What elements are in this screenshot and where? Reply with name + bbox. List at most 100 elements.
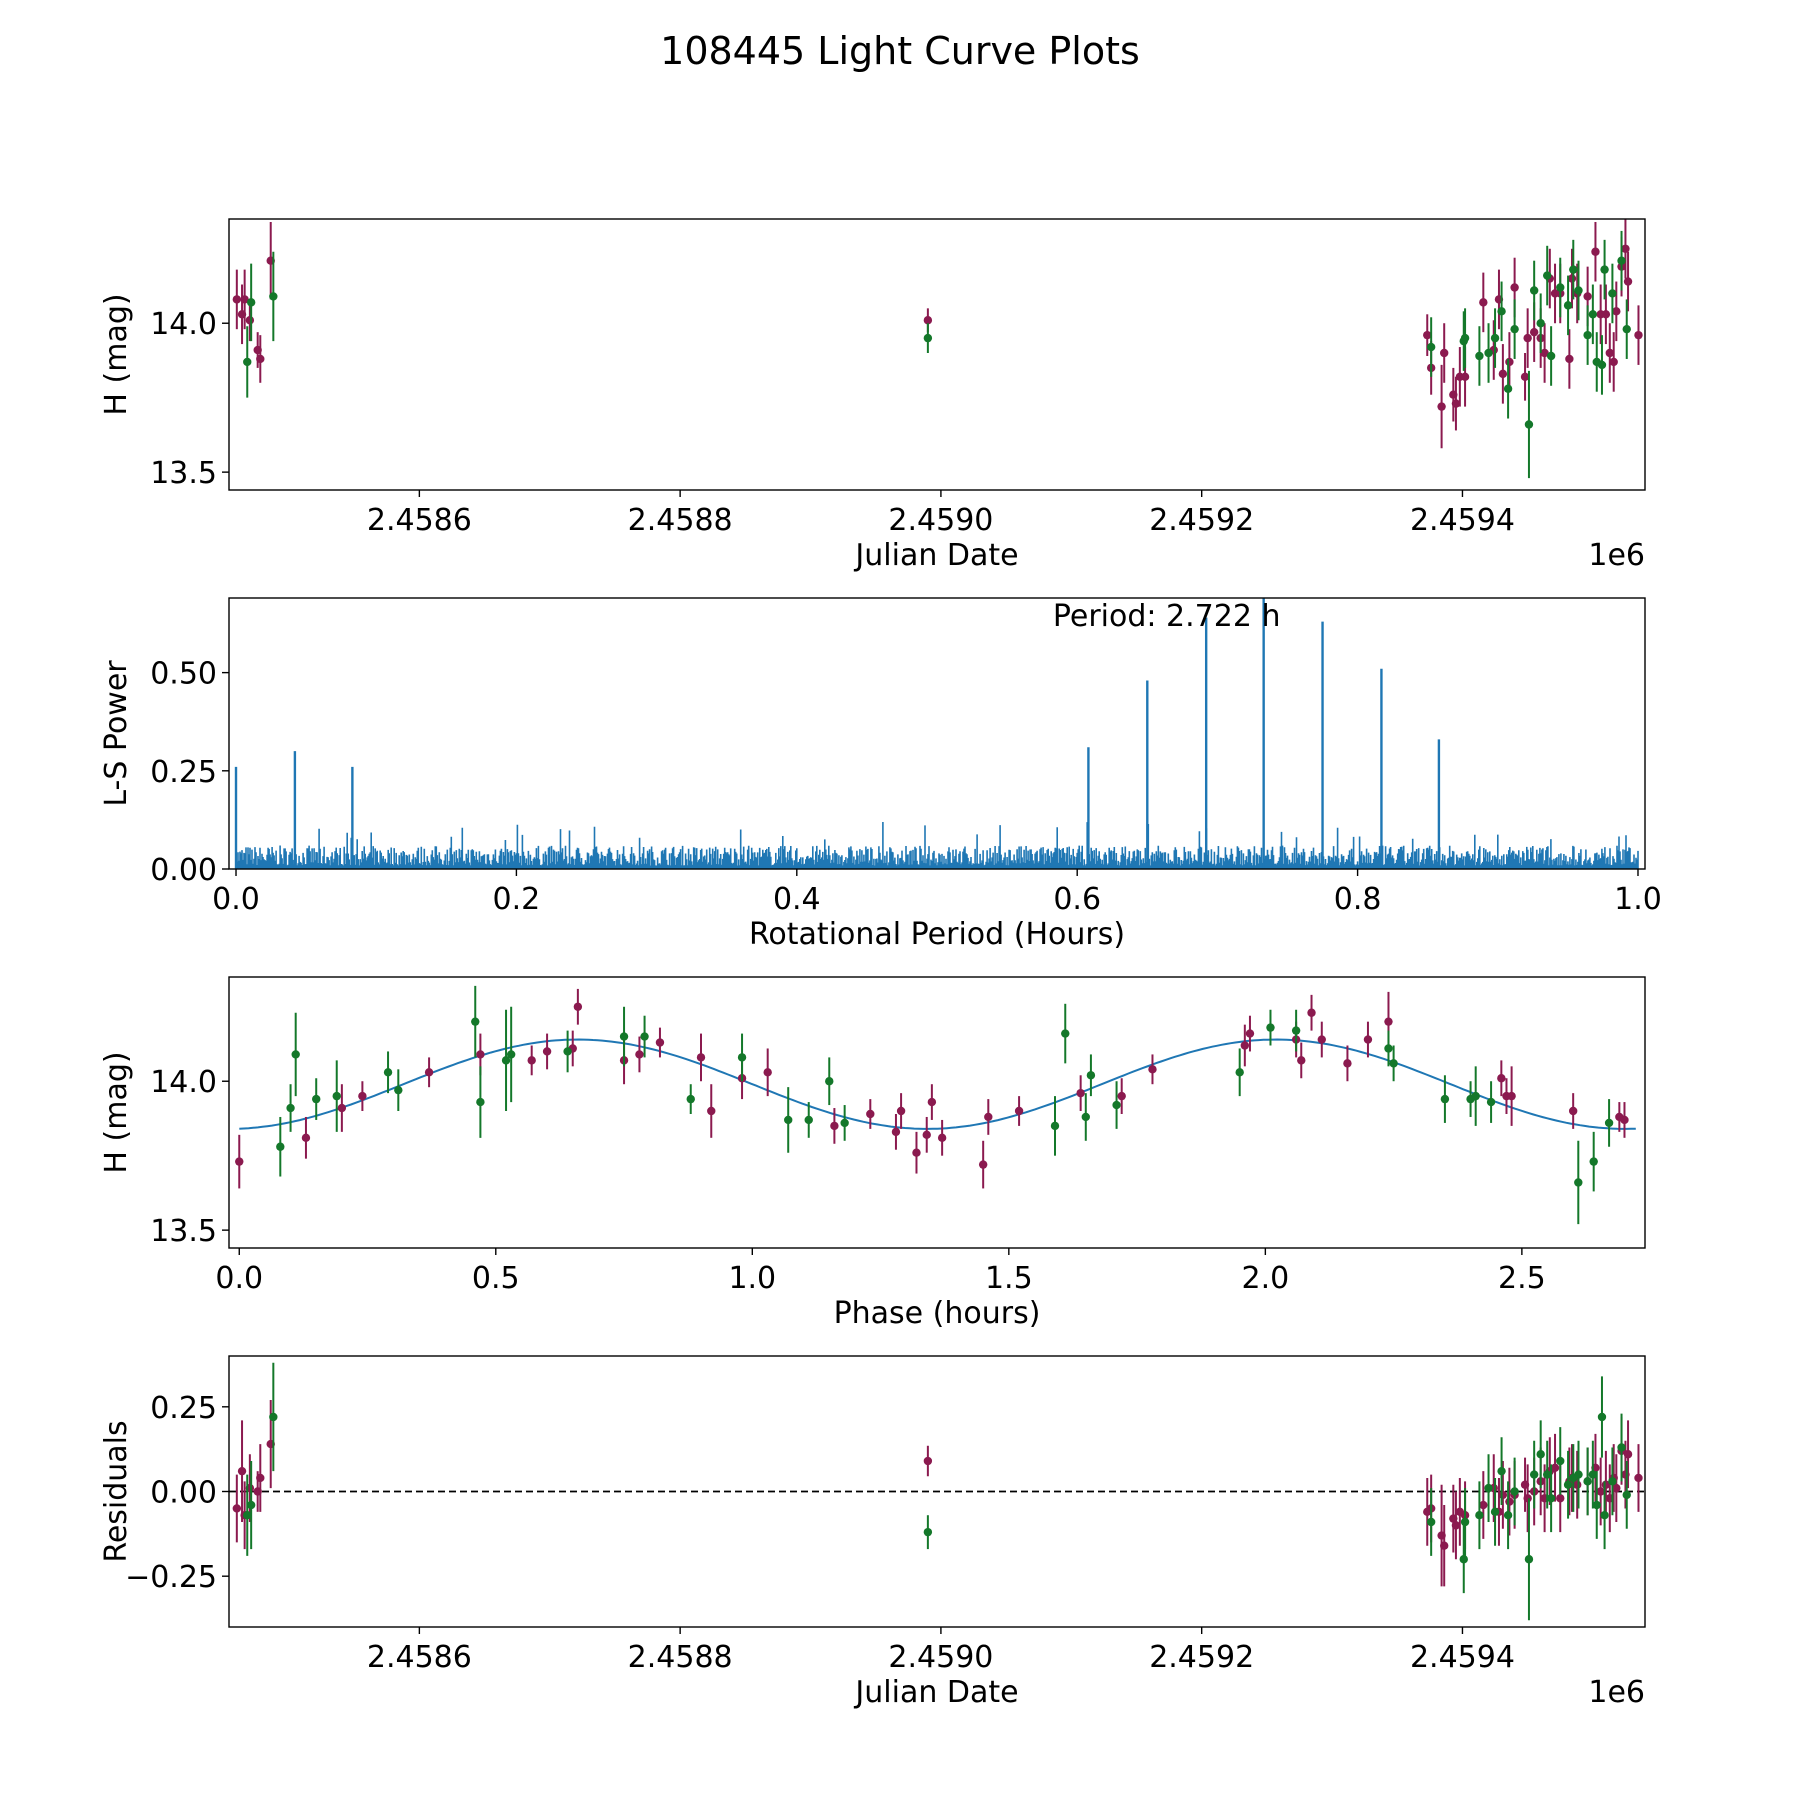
y-tick-label: 0.25 <box>150 755 217 790</box>
data-point <box>1623 277 1633 286</box>
data-point <box>1475 1511 1484 1520</box>
data-point <box>1612 1483 1621 1493</box>
data-point <box>1014 1106 1024 1116</box>
data-point <box>1451 1521 1461 1530</box>
x-axis-label: Julian Date <box>853 538 1018 573</box>
data-point <box>1440 1094 1450 1104</box>
data-point <box>1583 292 1592 301</box>
data-point <box>394 1085 403 1095</box>
data-point <box>235 1157 244 1166</box>
y-axis-label: H (mag) <box>99 1051 134 1173</box>
data-point <box>1529 1470 1539 1479</box>
x-tick-label: 2.4588 <box>628 1640 733 1675</box>
data-point <box>476 1050 485 1059</box>
data-point <box>1546 351 1556 361</box>
offset-text: 1e6 <box>1588 538 1645 573</box>
data-point <box>912 1148 921 1157</box>
data-point <box>1317 1035 1326 1044</box>
data-point <box>1546 1494 1556 1503</box>
data-point <box>1307 1008 1316 1017</box>
data-point <box>301 1133 311 1143</box>
data-point <box>923 1527 933 1537</box>
data-point <box>240 295 249 304</box>
data-point <box>246 298 256 307</box>
data-point <box>1524 420 1534 429</box>
data-point <box>896 1106 906 1116</box>
x-tick-label: 1.5 <box>985 1261 1033 1296</box>
data-point <box>1475 351 1484 361</box>
data-point <box>1437 402 1446 411</box>
data-point <box>383 1068 393 1077</box>
data-point <box>763 1068 772 1077</box>
data-point <box>269 292 278 301</box>
data-point <box>1384 1017 1393 1026</box>
data-point <box>696 1053 706 1062</box>
data-point <box>501 1056 511 1065</box>
data-point <box>1597 360 1607 370</box>
plot-area <box>235 985 1636 1225</box>
data-point <box>1384 1044 1393 1053</box>
data-point <box>1556 1456 1565 1466</box>
data-point <box>1596 1487 1605 1496</box>
x-tick-label: 0.6 <box>1053 882 1101 917</box>
x-tick-label: 0.0 <box>215 1261 263 1296</box>
data-point <box>1510 1487 1519 1496</box>
data-point <box>655 1038 665 1047</box>
data-point <box>256 1473 265 1483</box>
data-point <box>1600 1511 1609 1520</box>
data-point <box>1505 1497 1514 1506</box>
data-point <box>1617 1443 1626 1452</box>
x-tick-label: 0.2 <box>493 882 541 917</box>
data-point <box>291 1050 300 1059</box>
data-point <box>1343 1059 1352 1068</box>
data-point <box>1486 1097 1496 1107</box>
data-point <box>923 316 933 325</box>
data-point <box>1565 354 1574 364</box>
data-point <box>1440 348 1449 358</box>
data-point <box>825 1077 834 1086</box>
model-curve <box>239 1038 1636 1130</box>
offset-text: 1e6 <box>1588 1675 1645 1710</box>
data-point <box>1563 301 1573 310</box>
data-point <box>1589 1157 1598 1166</box>
data-point <box>471 1017 480 1026</box>
x-tick-label: 2.4590 <box>888 503 993 538</box>
y-tick-label: 0.50 <box>150 657 217 692</box>
data-point <box>707 1106 716 1116</box>
plot-area <box>232 219 1643 479</box>
data-point <box>1423 330 1432 340</box>
data-point <box>927 1097 937 1107</box>
data-point <box>237 1466 247 1476</box>
data-point <box>1503 1511 1513 1520</box>
data-point <box>1235 1068 1244 1077</box>
data-point <box>269 1412 278 1422</box>
x-tick-label: 1.0 <box>728 1261 776 1296</box>
data-point <box>1240 1041 1250 1050</box>
data-point <box>984 1112 993 1122</box>
x-tick-label: 2.0 <box>1241 1261 1289 1296</box>
x-tick-label: 0.5 <box>472 1261 520 1296</box>
data-point <box>337 1103 347 1113</box>
data-point <box>1634 330 1643 340</box>
data-point <box>243 357 252 367</box>
data-point <box>686 1094 695 1104</box>
y-axis-label: Residuals <box>99 1420 134 1562</box>
axes-lightcurve: 2.4586 2.4588 2.4590 2.4592 2.4594 13.5 14.0 Ju… <box>99 218 1646 573</box>
period-annotation: Period: 2.722 h <box>1053 599 1281 634</box>
data-point <box>1460 1517 1470 1527</box>
x-tick-label: 2.4592 <box>1149 503 1254 538</box>
data-point <box>1612 307 1621 316</box>
data-point <box>1620 1115 1629 1125</box>
data-point <box>1484 348 1493 358</box>
axes-periodogram: Period: 2.722 h 0.0 0.2 0.4 0.6 0.8 1.0 0.00 0.2… <box>99 597 1662 952</box>
data-point <box>1440 1541 1449 1550</box>
data-point <box>358 1091 367 1101</box>
data-point <box>286 1103 295 1113</box>
x-axis-label: Phase (hours) <box>834 1296 1041 1331</box>
data-point <box>830 1121 839 1131</box>
data-point <box>1451 399 1461 408</box>
y-tick-label: 13.5 <box>150 456 217 491</box>
data-point <box>506 1050 516 1059</box>
x-tick-label: 0.0 <box>212 882 260 917</box>
data-point <box>1563 1480 1573 1489</box>
